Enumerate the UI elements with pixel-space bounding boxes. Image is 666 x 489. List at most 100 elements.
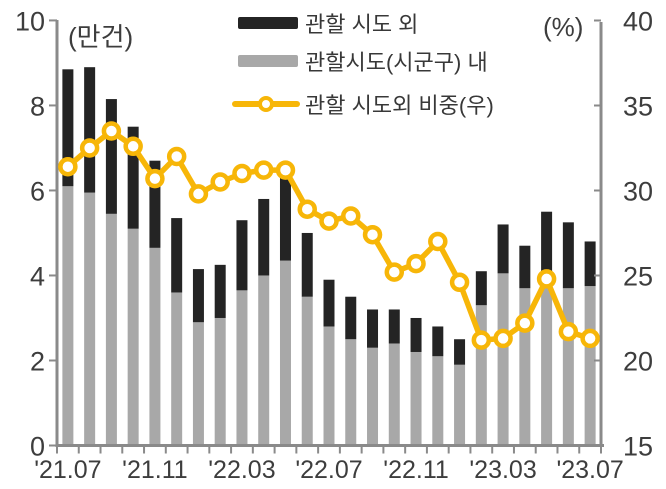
bar-segment-within: [519, 288, 531, 446]
line-marker: [558, 321, 579, 342]
bar-segment-out: [388, 309, 400, 344]
line-marker: [101, 121, 122, 141]
bar-segment-within: [454, 364, 466, 446]
line-marker: [58, 156, 78, 177]
bar-segment-within: [497, 273, 509, 446]
line-marker: [232, 163, 252, 184]
bar-segment-within: [84, 192, 96, 446]
line-marker: [275, 160, 296, 180]
bar-segment-within: [192, 322, 204, 446]
bar-segment-out: [454, 339, 466, 365]
bar-segment-within: [301, 296, 313, 446]
line-marker: [449, 272, 470, 293]
line-marker: [188, 184, 209, 204]
bar-segment-out: [192, 269, 204, 323]
x-axis-tick-label: '21.07: [34, 456, 101, 484]
legend-swatch-gray-bar: [238, 55, 298, 67]
legend-item-out-of-jurisdiction: 관할 시도 외: [232, 7, 418, 39]
left-axis-tick-label: 4: [30, 261, 45, 291]
legend-swatch-black-bar: [238, 17, 298, 29]
bar-segment-out: [236, 220, 248, 291]
line-marker: [428, 231, 448, 252]
bar-segment-within: [149, 247, 161, 446]
bar-segment-out: [279, 177, 291, 261]
x-axis-tick-label: '23.07: [556, 456, 623, 484]
bar-segment-within: [323, 326, 335, 446]
bar-segment-within: [367, 347, 379, 446]
bar-segment-out: [410, 317, 422, 352]
line-marker: [79, 138, 100, 158]
bar-segment-within: [562, 288, 574, 446]
line-marker: [471, 330, 492, 350]
bar-segment-within: [171, 292, 183, 446]
bar-segment-within: [105, 213, 117, 446]
line-marker: [406, 253, 426, 274]
left-axis-unit: (만건): [68, 22, 134, 52]
bar-segment-out: [432, 326, 444, 357]
x-axis-tick-label: '22.11: [383, 456, 448, 484]
bar-segment-out: [84, 67, 96, 193]
bar-segment-within: [214, 317, 226, 446]
bar-segment-out: [105, 99, 117, 214]
left-axis-tick-label: 0: [30, 432, 45, 462]
bar-segment-out: [214, 264, 226, 318]
bar-segment-within: [127, 228, 139, 446]
right-axis-tick-label: 25: [623, 262, 653, 292]
legend-swatch-line-marker: [232, 89, 300, 119]
bar-segment-within: [62, 186, 74, 446]
bar-segment-out: [519, 245, 531, 289]
line-marker: [362, 224, 383, 245]
left-axis-tick-label: 10: [15, 6, 45, 36]
line-marker: [493, 328, 513, 349]
bar-segment-out: [367, 309, 379, 348]
line-marker: [253, 160, 274, 180]
bar-segment-within: [475, 305, 487, 446]
legend-item-within-jurisdiction: 관할시도(시군구) 내: [232, 45, 488, 77]
line-marker: [319, 211, 339, 231]
right-axis-tick-label: 40: [623, 7, 653, 37]
legend-label: 관할 시도 외: [305, 12, 419, 37]
legend-label: 관할 시도외 비중(우): [305, 93, 494, 118]
line-marker: [210, 172, 230, 192]
legend-item-share-line: 관할 시도외 비중(우): [232, 88, 494, 120]
bar-segment-out: [323, 279, 335, 327]
x-axis-tick-label: '22.03: [208, 456, 275, 484]
left-axis-tick-label: 2: [30, 346, 45, 376]
legend-label: 관할시도(시군구) 내: [305, 50, 488, 75]
left-axis-tick-label: 6: [30, 176, 45, 206]
right-axis-tick-label: 15: [623, 432, 653, 462]
bar-segment-out: [562, 222, 574, 289]
bar-segment-out: [345, 296, 357, 340]
line-marker: [341, 206, 361, 226]
bar-segment-within: [236, 290, 248, 446]
line-marker: [580, 328, 600, 349]
x-axis-tick-label: '21.11: [122, 456, 187, 484]
bar-segment-within: [279, 260, 291, 446]
bar-segment-out: [171, 218, 183, 293]
bar-segment-out: [584, 241, 596, 287]
bar-segment-out: [497, 224, 509, 274]
left-axis-tick-label: 8: [30, 91, 45, 121]
bar-segment-out: [301, 232, 313, 297]
x-axis-tick-label: '23.03: [469, 456, 536, 484]
line-marker: [384, 262, 405, 282]
right-axis-tick-label: 30: [623, 177, 653, 207]
line-marker: [166, 146, 187, 167]
bar-segment-out: [149, 160, 161, 248]
line-marker: [123, 136, 143, 157]
x-axis-tick-label: '22.07: [295, 456, 362, 484]
line-marker: [145, 168, 165, 189]
bar-segment-out: [258, 198, 270, 276]
bar-segment-out: [541, 211, 553, 274]
bar-segment-within: [345, 339, 357, 446]
bar-segment-within: [388, 343, 400, 446]
bar-segment-within: [584, 286, 596, 446]
bar-segment-out: [62, 69, 74, 187]
right-axis-unit: (%): [543, 12, 584, 42]
bar-segment-within: [410, 351, 422, 446]
bar-segment-within: [258, 275, 270, 446]
legend-marker-icon: [258, 96, 274, 112]
bar-segment-within: [432, 356, 444, 446]
line-marker: [297, 199, 317, 219]
